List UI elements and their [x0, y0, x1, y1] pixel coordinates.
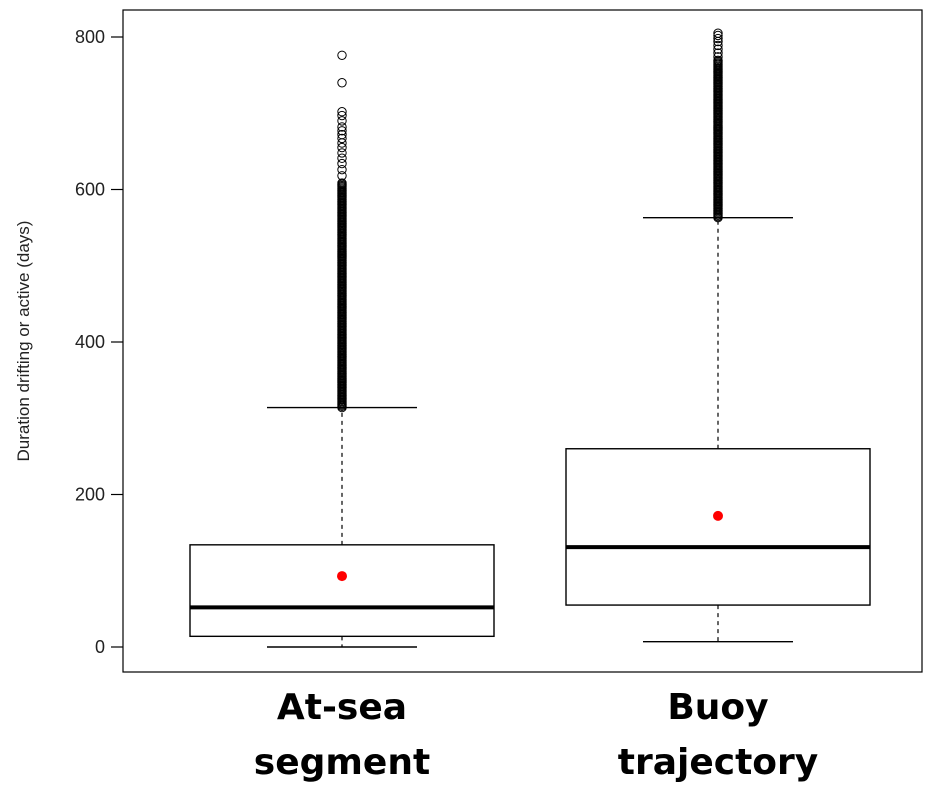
- outlier-point: [337, 133, 347, 144]
- y-axis-title: Duration drifting or active (days): [14, 221, 33, 462]
- outlier-point: [337, 116, 347, 126]
- outlier-point: [337, 171, 347, 181]
- outlier-point: [337, 142, 347, 153]
- box-group: [189, 50, 495, 648]
- outlier-point: [337, 107, 347, 117]
- mean-point: [713, 510, 723, 521]
- y-tick-label: 0: [95, 637, 105, 657]
- outlier-point: [337, 129, 347, 140]
- outlier-point: [337, 110, 347, 121]
- y-tick-label: 600: [75, 180, 105, 200]
- outlier-point: [713, 44, 723, 54]
- y-tick-label: 400: [75, 332, 105, 352]
- outlier-point: [337, 122, 347, 132]
- outlier-point: [337, 126, 347, 136]
- mean-point: [337, 571, 347, 582]
- outlier-point: [337, 78, 347, 88]
- outlier-point: [337, 50, 347, 60]
- iqr-box: [565, 448, 871, 606]
- outlier-point: [337, 158, 347, 169]
- outlier-point: [713, 30, 723, 41]
- outlier-point: [337, 164, 347, 175]
- category-labels: At-sea segment Buoy trajectory: [254, 687, 818, 783]
- outlier-point: [337, 178, 347, 188]
- plot-frame: [122, 9, 923, 673]
- box-group: [565, 28, 871, 643]
- y-tick-label: 200: [75, 485, 105, 505]
- category-label: Buoy: [667, 687, 768, 728]
- outlier-point: [337, 153, 347, 163]
- category-label: At-sea: [277, 687, 407, 728]
- outlier-point: [713, 40, 723, 51]
- y-axis: 0 200 400 600 800: [75, 27, 123, 657]
- category-label: trajectory: [618, 742, 819, 783]
- y-tick-label: 800: [75, 27, 105, 47]
- outlier-point: [713, 33, 723, 44]
- outlier-point: [713, 55, 723, 66]
- outlier-point: [337, 148, 347, 158]
- outlier-point: [713, 52, 723, 62]
- boxes: [189, 28, 871, 648]
- category-label: segment: [254, 742, 430, 783]
- outlier-point: [713, 48, 723, 58]
- iqr-box: [189, 544, 495, 638]
- outlier-point: [713, 28, 723, 38]
